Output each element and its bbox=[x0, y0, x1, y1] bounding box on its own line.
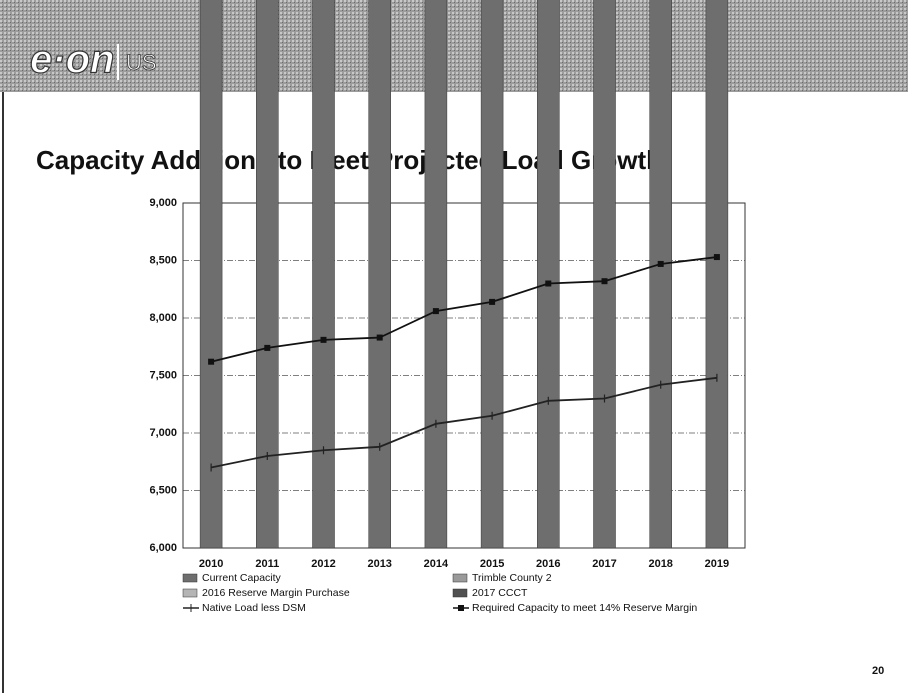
legend-label: Native Load less DSM bbox=[202, 602, 306, 614]
x-tick-label: 2013 bbox=[367, 558, 391, 570]
line-marker bbox=[545, 280, 552, 287]
line-marker bbox=[432, 308, 439, 315]
x-tick-label: 2016 bbox=[536, 558, 560, 570]
bar-segment bbox=[312, 0, 335, 549]
x-tick-label: 2011 bbox=[255, 558, 279, 570]
logo-region: US bbox=[126, 50, 157, 75]
page-number: 20 bbox=[872, 665, 884, 677]
line-marker bbox=[713, 254, 720, 261]
y-tick-label: 7,500 bbox=[149, 369, 177, 381]
plot-frame bbox=[182, 202, 746, 549]
line-marker bbox=[376, 334, 383, 341]
x-tick-label: 2014 bbox=[424, 558, 449, 570]
bar-segment bbox=[424, 0, 448, 549]
legend-swatch bbox=[182, 588, 198, 598]
y-tick-label: 6,500 bbox=[149, 484, 177, 496]
x-tick-label: 2017 bbox=[592, 558, 616, 570]
bar-segment bbox=[705, 0, 729, 549]
legend-label: 2017 CCCT bbox=[472, 587, 528, 599]
y-tick-label: 6,000 bbox=[149, 542, 177, 554]
logo: e·on bbox=[30, 38, 114, 82]
line-marker bbox=[489, 298, 496, 305]
bar-segment bbox=[256, 0, 279, 549]
bar-segment bbox=[368, 0, 391, 549]
line-series bbox=[210, 256, 718, 363]
y-tick-label: 8,500 bbox=[149, 254, 177, 266]
line-marker bbox=[208, 358, 215, 365]
chart-title: Capacity Additions to Meet Projected Loa… bbox=[36, 145, 662, 175]
legend-swatch bbox=[452, 573, 468, 583]
legend-swatch bbox=[182, 573, 198, 583]
x-tick-label: 2012 bbox=[311, 558, 335, 570]
line-series bbox=[210, 376, 718, 469]
header-band bbox=[0, 0, 908, 92]
legend-label: Current Capacity bbox=[202, 572, 282, 584]
y-tick-label: 7,000 bbox=[149, 427, 177, 439]
bar-segment bbox=[649, 0, 672, 549]
legend-label: Trimble County 2 bbox=[472, 572, 552, 584]
x-tick-label: 2019 bbox=[705, 558, 729, 570]
line-marker bbox=[657, 260, 664, 267]
bar-segment bbox=[199, 0, 223, 549]
bar-segment bbox=[537, 0, 560, 549]
legend-swatch bbox=[458, 605, 464, 611]
y-tick-label: 9,000 bbox=[149, 197, 177, 209]
legend-swatch bbox=[452, 588, 468, 598]
legend-label: Required Capacity to meet 14% Reserve Ma… bbox=[472, 602, 697, 614]
bar-segment bbox=[593, 0, 616, 549]
x-tick-label: 2015 bbox=[480, 558, 504, 570]
legend-label: 2016 Reserve Margin Purchase bbox=[202, 587, 350, 599]
y-tick-label: 8,000 bbox=[149, 312, 177, 324]
x-tick-label: 2010 bbox=[199, 558, 223, 570]
bar-segment bbox=[480, 0, 504, 549]
x-tick-label: 2018 bbox=[648, 558, 672, 570]
line-marker bbox=[264, 344, 271, 351]
line-marker bbox=[320, 336, 327, 343]
line-marker bbox=[601, 278, 608, 285]
